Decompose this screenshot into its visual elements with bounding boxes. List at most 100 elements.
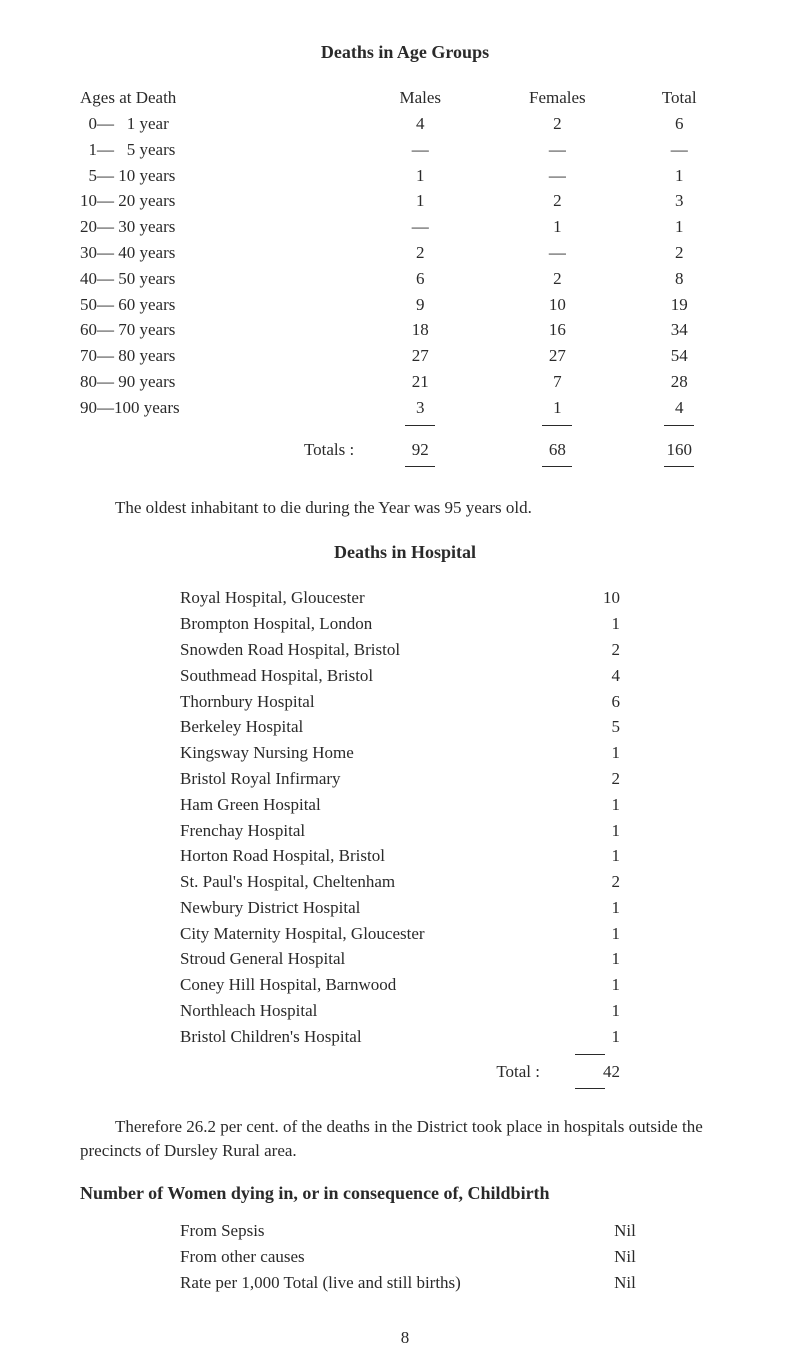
males-cell: 9 [354,292,486,318]
males-cell: — [354,214,486,240]
hospital-value: 1 [560,792,620,818]
hospital-table: Royal Hospital, Gloucester10Brompton Hos… [180,585,620,1093]
table-row: 20— 30 years—11 [80,214,730,240]
females-cell: 10 [486,292,628,318]
childbirth-name: From Sepsis [180,1218,590,1244]
childbirth-name: From other causes [180,1244,590,1270]
table-row: 60— 70 years181634 [80,317,730,343]
males-cell: 18 [354,317,486,343]
table-row: From other causesNil [180,1244,660,1270]
total-cell: 3 [628,188,730,214]
males-cell: 2 [354,240,486,266]
males-cell: 1 [354,163,486,189]
age-cell: 50— 60 years [80,292,354,318]
hospital-name: Royal Hospital, Gloucester [180,585,560,611]
rule [575,1054,605,1055]
hospital-name: Newbury District Hospital [180,895,560,921]
females-cell: — [486,137,628,163]
total-cell: — [628,137,730,163]
hospital-name: Coney Hill Hospital, Barnwood [180,972,560,998]
females-cell: 2 [486,111,628,137]
deaths-age-table: Ages at Death Males Females Total 0— 1 y… [80,85,730,471]
table-row: City Maternity Hospital, Gloucester1 [180,921,620,947]
males-cell: 6 [354,266,486,292]
paragraph-2: Therefore 26.2 per cent. of the deaths i… [80,1115,730,1163]
table-row: Thornbury Hospital6 [180,689,620,715]
table-row: 1— 5 years——— [80,137,730,163]
total-cell: 34 [628,317,730,343]
table-row: Coney Hill Hospital, Barnwood1 [180,972,620,998]
table-row: From SepsisNil [180,1218,660,1244]
table-row: 90—100 years314 [80,395,730,421]
childbirth-table: From SepsisNilFrom other causesNilRate p… [180,1218,660,1295]
females-cell: 2 [486,266,628,292]
table-row: Newbury District Hospital1 [180,895,620,921]
age-cell: 1— 5 years [80,137,354,163]
age-cell: 20— 30 years [80,214,354,240]
rule [575,1088,605,1089]
childbirth-name: Rate per 1,000 Total (live and still bir… [180,1270,590,1296]
table-row: Brompton Hospital, London1 [180,611,620,637]
table-row: St. Paul's Hospital, Cheltenham2 [180,869,620,895]
table-row: Royal Hospital, Gloucester10 [180,585,620,611]
total-cell: 6 [628,111,730,137]
total-cell: 4 [628,395,730,421]
females-cell: 7 [486,369,628,395]
hospital-total-val: 42 [560,1059,620,1085]
hospital-name: Thornbury Hospital [180,689,560,715]
age-cell: 90—100 years [80,395,354,421]
females-cell: — [486,240,628,266]
males-cell: 4 [354,111,486,137]
females-cell: 1 [486,214,628,240]
hospital-value: 1 [560,611,620,637]
age-cell: 40— 50 years [80,266,354,292]
table-row: 50— 60 years91019 [80,292,730,318]
males-cell: — [354,137,486,163]
totals-females: 68 [486,430,628,463]
total-cell: 2 [628,240,730,266]
males-cell: 1 [354,188,486,214]
females-cell: 16 [486,317,628,343]
hospital-name: Berkeley Hospital [180,714,560,740]
rule [542,466,572,467]
total-cell: 28 [628,369,730,395]
rule [542,425,572,426]
table-row: 70— 80 years272754 [80,343,730,369]
table-row: Horton Road Hospital, Bristol1 [180,843,620,869]
age-cell: 80— 90 years [80,369,354,395]
table-row: 0— 1 year426 [80,111,730,137]
header-total: Total [628,85,730,111]
hospital-value: 6 [560,689,620,715]
females-cell: 1 [486,395,628,421]
hospital-name: City Maternity Hospital, Gloucester [180,921,560,947]
hospital-value: 1 [560,1024,620,1050]
hospital-name: Bristol Children's Hospital [180,1024,560,1050]
childbirth-value: Nil [590,1218,660,1244]
section-title-1: Deaths in Age Groups [80,40,730,65]
hospital-value: 1 [560,740,620,766]
header-females: Females [486,85,628,111]
total-cell: 54 [628,343,730,369]
hospital-value: 2 [560,766,620,792]
hospital-name: Kingsway Nursing Home [180,740,560,766]
females-cell: 2 [486,188,628,214]
hospital-name: Brompton Hospital, London [180,611,560,637]
hospital-name: Northleach Hospital [180,998,560,1024]
age-cell: 70— 80 years [80,343,354,369]
hospital-value: 1 [560,946,620,972]
hospital-value: 4 [560,663,620,689]
females-cell: 27 [486,343,628,369]
age-cell: 60— 70 years [80,317,354,343]
hospital-name: Frenchay Hospital [180,818,560,844]
rule [405,425,435,426]
total-cell: 8 [628,266,730,292]
hospital-value: 1 [560,818,620,844]
hospital-name: Horton Road Hospital, Bristol [180,843,560,869]
table-row: 30— 40 years2—2 [80,240,730,266]
hospital-total-label: Total : [180,1059,560,1085]
table-row: Southmead Hospital, Bristol4 [180,663,620,689]
table-row: 80— 90 years21728 [80,369,730,395]
table-row: Northleach Hospital1 [180,998,620,1024]
header-males: Males [354,85,486,111]
hospital-name: Ham Green Hospital [180,792,560,818]
